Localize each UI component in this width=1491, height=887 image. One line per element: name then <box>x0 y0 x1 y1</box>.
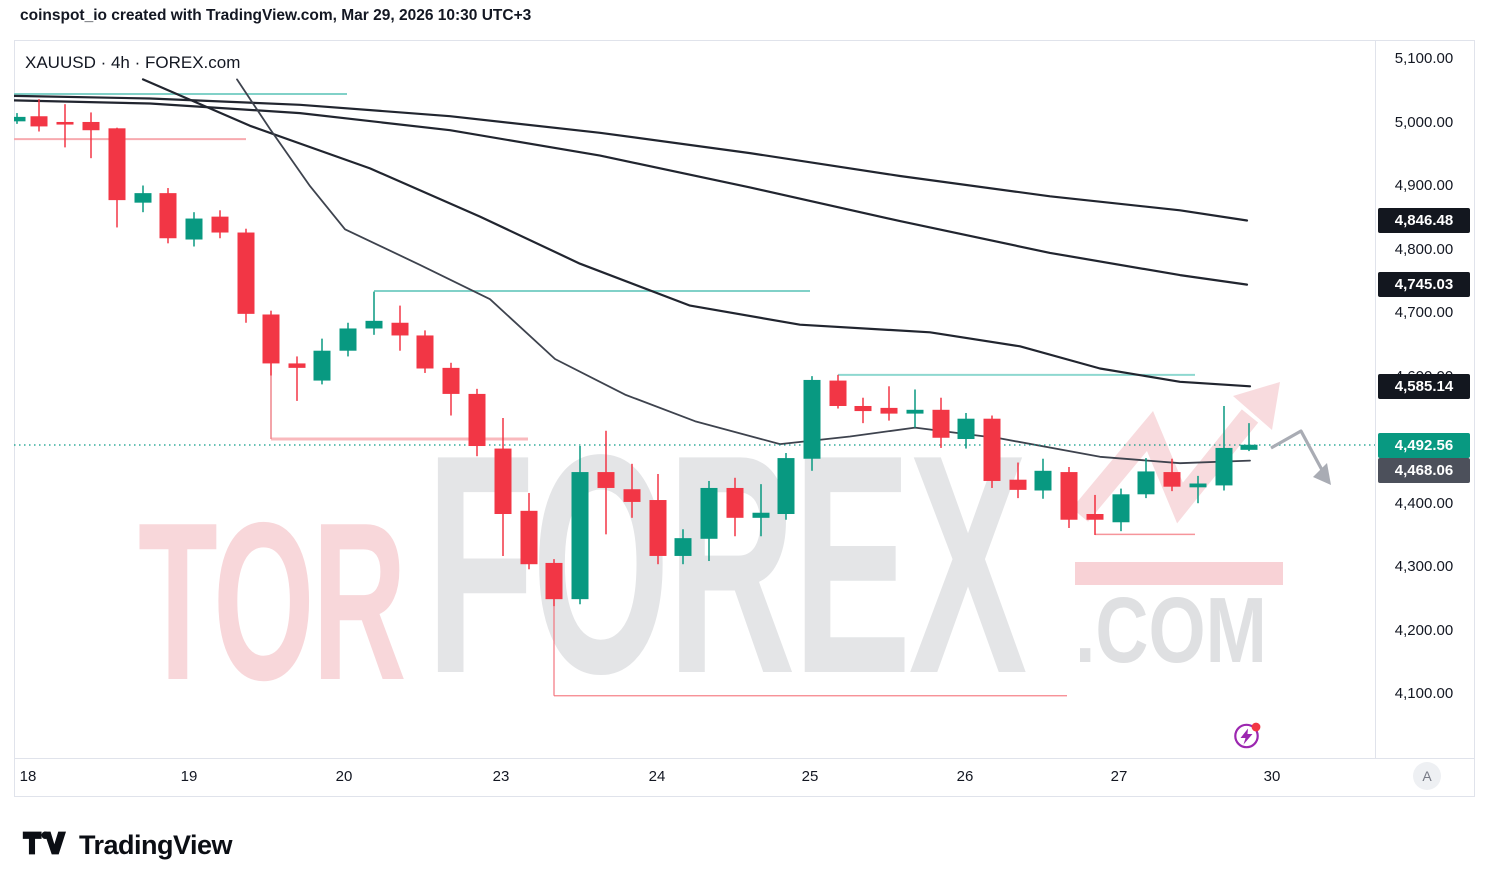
axis-settings-button[interactable]: A <box>1413 762 1441 790</box>
chart-canvas[interactable] <box>14 40 1375 758</box>
watermark-tor: TOR <box>138 475 406 727</box>
ma-20-badge: 4,468.06 <box>1378 458 1470 484</box>
candle-body[interactable] <box>880 407 898 414</box>
price-axis-separator <box>1375 40 1376 758</box>
candle-body[interactable] <box>185 218 203 240</box>
candle-body[interactable] <box>262 314 280 364</box>
time-axis-label: 18 <box>19 768 37 785</box>
candle-body[interactable] <box>829 380 847 406</box>
ma-200-line[interactable] <box>14 94 1249 222</box>
time-axis-label: 20 <box>335 768 353 785</box>
candle-body[interactable] <box>1034 470 1052 491</box>
candle-body[interactable] <box>906 409 924 414</box>
candle-body[interactable] <box>1086 514 1104 520</box>
candle-body[interactable] <box>14 116 26 122</box>
candle-body[interactable] <box>365 320 383 329</box>
price-axis-label: 5,000.00 <box>1394 113 1454 131</box>
candle-body[interactable] <box>237 232 255 314</box>
candle-body[interactable] <box>416 335 434 369</box>
time-axis-label: 27 <box>1110 768 1128 785</box>
candle-body[interactable] <box>520 510 538 565</box>
candle-body[interactable] <box>623 489 641 502</box>
candle-body[interactable] <box>391 322 409 336</box>
pink-projection-arrow <box>1071 409 1259 524</box>
candle-body[interactable] <box>545 562 563 600</box>
candle-body[interactable] <box>803 379 821 459</box>
candle-body[interactable] <box>468 393 486 447</box>
candle-body[interactable] <box>211 216 229 233</box>
candle-body[interactable] <box>1137 471 1155 495</box>
watermark-red-bar <box>1075 562 1283 585</box>
ma-50-line[interactable] <box>141 78 1252 388</box>
tradingview-logo: TradingView <box>22 827 233 864</box>
candle-body[interactable] <box>442 367 460 394</box>
candle-body[interactable] <box>1240 444 1258 450</box>
candle-body[interactable] <box>957 418 975 440</box>
candle-body[interactable] <box>983 418 1001 481</box>
candle-body[interactable] <box>494 448 512 515</box>
watermark-com: .COM <box>1075 578 1267 682</box>
candle-body[interactable] <box>700 487 718 539</box>
price-axis-label: 4,400.00 <box>1394 494 1454 512</box>
ma-100-badge: 4,745.03 <box>1378 272 1470 298</box>
candle-body[interactable] <box>752 512 770 518</box>
time-axis-label: 23 <box>492 768 510 785</box>
candle-body[interactable] <box>339 328 357 351</box>
ma-200-badge: 4,846.48 <box>1378 207 1470 233</box>
candle-body[interactable] <box>674 538 692 556</box>
candle-body[interactable] <box>1009 479 1027 490</box>
chart-panel <box>14 40 1475 797</box>
candle-body[interactable] <box>1215 447 1233 486</box>
candle-body[interactable] <box>313 350 331 381</box>
candle-body[interactable] <box>777 458 795 515</box>
gray-outlook-arrow <box>1270 429 1324 471</box>
price-axis-label: 4,800.00 <box>1394 240 1454 258</box>
price-axis-label: 5,100.00 <box>1394 50 1454 68</box>
time-axis-label: 26 <box>956 768 974 785</box>
candle-body[interactable] <box>932 409 950 438</box>
candle-body[interactable] <box>571 472 589 600</box>
watermark-forex: FOREX <box>426 391 1027 739</box>
time-axis-label: 19 <box>180 768 198 785</box>
last-price-badge: 4,492.56 <box>1378 432 1470 458</box>
candle-body[interactable] <box>597 472 615 488</box>
candle-body[interactable] <box>1189 483 1207 488</box>
attribution-text: coinspot_io created with TradingView.com… <box>20 7 532 24</box>
symbol-title: XAUUSD · 4h · FOREX.com <box>25 53 241 72</box>
gray-outlook-arrowhead <box>1313 463 1331 485</box>
tradingview-logo-text: TradingView <box>79 830 233 860</box>
candle-body[interactable] <box>1163 472 1181 487</box>
price-axis-label: 4,700.00 <box>1394 304 1454 322</box>
candle-body[interactable] <box>108 128 126 201</box>
candle-body[interactable] <box>649 500 667 556</box>
candle-body[interactable] <box>82 121 100 131</box>
time-axis-label: 25 <box>801 768 819 785</box>
candle-body[interactable] <box>1060 472 1078 520</box>
tradingview-logo-icon <box>22 827 66 864</box>
candle-body[interactable] <box>134 193 152 203</box>
price-axis-label: 4,200.00 <box>1394 621 1454 639</box>
price-axis-label: 4,300.00 <box>1394 558 1454 576</box>
candle-body[interactable] <box>288 363 306 368</box>
candle-body[interactable] <box>854 405 872 412</box>
ma-100-line[interactable] <box>14 99 1249 286</box>
candle-body[interactable] <box>30 116 48 127</box>
ma-50-badge: 4,585.14 <box>1378 373 1470 399</box>
time-axis-label: 30 <box>1263 768 1281 785</box>
price-axis-label: 4,900.00 <box>1394 177 1454 195</box>
price-axis-label: 4,100.00 <box>1394 685 1454 703</box>
ma-20-line[interactable] <box>236 78 1251 465</box>
time-axis-separator <box>14 758 1475 759</box>
flash-icon[interactable] <box>1232 721 1262 751</box>
time-axis-label: 24 <box>648 768 666 785</box>
candle-body[interactable] <box>1112 494 1130 523</box>
candle-body[interactable] <box>726 487 744 518</box>
candle-body[interactable] <box>159 193 177 239</box>
pink-projection-arrowhead <box>1233 382 1280 430</box>
candle-body[interactable] <box>56 121 74 125</box>
